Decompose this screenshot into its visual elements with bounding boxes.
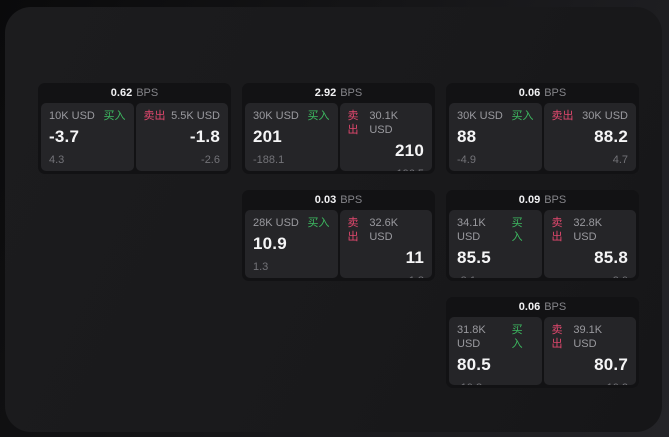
sell-panel[interactable]: 卖出 30K USD 88.2 4.7 [543, 103, 636, 171]
buy-side-label: 买入 [103, 110, 126, 122]
buy-amount: 34.1K USD [457, 217, 486, 243]
quote-card[interactable]: 0.62 BPS 10K USD 买入 -3.7 4.3 卖出 5.5K USD… [38, 83, 231, 174]
sell-side-label: 卖出 [347, 217, 359, 243]
buy-amount: 30K USD [253, 110, 299, 122]
buy-delta: 4.3 [49, 154, 65, 166]
buy-panel[interactable]: 30K USD 买入 201 -188.1 [245, 103, 338, 171]
bps-unit-label: BPS [544, 87, 567, 99]
sell-delta: -2.6 [201, 154, 220, 166]
sell-amount: 5.5K USD [171, 110, 220, 122]
sell-side-label: 卖出 [551, 110, 574, 122]
bps-value: 0.09 [518, 194, 541, 206]
sell-amount: 32.8K USD [573, 217, 603, 243]
buy-delta: -4.9 [457, 154, 476, 166]
sell-price: 210 [395, 141, 424, 160]
sell-side-label: 卖出 [551, 217, 563, 243]
sell-panel[interactable]: 卖出 30.1K USD 210 196.5 [339, 103, 432, 171]
quote-card[interactable]: 2.92 BPS 30K USD 买入 201 -188.1 卖出 30.1K … [242, 83, 435, 174]
sell-panel[interactable]: 卖出 5.5K USD -1.8 -2.6 [135, 103, 228, 171]
buy-panel[interactable]: 28K USD 买入 10.9 1.3 [245, 210, 338, 278]
buy-panel[interactable]: 34.1K USD 买入 85.5 -3.1 [449, 210, 542, 278]
bps-unit-label: BPS [136, 87, 159, 99]
bps-unit-label: BPS [544, 194, 567, 206]
sell-side-label: 卖出 [347, 110, 359, 136]
sell-amount: 32.6K USD [369, 217, 399, 243]
bps-value: 2.92 [314, 87, 337, 99]
buy-amount: 10K USD [49, 110, 95, 122]
sell-price: 11 [405, 248, 424, 267]
buy-amount: 30K USD [457, 110, 503, 122]
sell-amount: 30K USD [582, 110, 628, 122]
card-header: 0.06 BPS [449, 297, 636, 317]
buy-price: 201 [253, 127, 282, 146]
sell-delta: 196.5 [348, 168, 424, 171]
buy-amount: 31.8K USD [457, 324, 486, 350]
sell-panel[interactable]: 卖出 39.1K USD 80.7 10.2 [543, 317, 636, 385]
sell-price: 88.2 [594, 127, 628, 146]
quote-card[interactable]: 0.03 BPS 28K USD 买入 10.9 1.3 卖出 32.6K US… [242, 190, 435, 281]
sell-side-label: 卖出 [143, 110, 166, 122]
buy-side-label: 买入 [511, 217, 523, 243]
buy-price: 85.5 [457, 248, 491, 267]
card-header: 0.09 BPS [449, 190, 636, 210]
quote-card[interactable]: 0.09 BPS 34.1K USD 买入 85.5 -3.1 卖出 32.8K… [446, 190, 639, 281]
buy-panel[interactable]: 31.8K USD 买入 80.5 -10.8 [449, 317, 542, 385]
buy-side-label: 买入 [307, 110, 330, 122]
buy-side-label: 买入 [307, 217, 330, 229]
sell-delta: 4.7 [612, 154, 628, 166]
sell-panel[interactable]: 卖出 32.6K USD 11 -1.8 [339, 210, 432, 278]
buy-delta: -188.1 [253, 154, 285, 166]
buy-side-label: 买入 [511, 324, 523, 350]
bps-value: 0.06 [518, 301, 541, 313]
buy-price: 88 [457, 127, 477, 146]
sell-delta: 10.2 [552, 382, 628, 385]
buy-price: -3.7 [49, 127, 80, 146]
buy-amount: 28K USD [253, 217, 299, 229]
sell-price: -1.8 [189, 127, 220, 146]
buy-delta: -3.1 [457, 275, 534, 278]
bps-value: 0.06 [518, 87, 541, 99]
quote-card[interactable]: 0.06 BPS 31.8K USD 买入 80.5 -10.8 卖出 39.1… [446, 297, 639, 388]
quote-card[interactable]: 0.06 BPS 30K USD 买入 88 -4.9 卖出 30K USD 8… [446, 83, 639, 174]
sell-price: 85.8 [594, 248, 628, 267]
bps-unit-label: BPS [340, 87, 363, 99]
bps-unit-label: BPS [340, 194, 363, 206]
buy-panel[interactable]: 30K USD 买入 88 -4.9 [449, 103, 542, 171]
sell-delta: -1.8 [348, 275, 424, 278]
sell-delta: 3.0 [552, 275, 628, 278]
card-header: 0.03 BPS [245, 190, 432, 210]
card-header: 0.06 BPS [449, 83, 636, 103]
buy-side-label: 买入 [511, 110, 534, 122]
sell-panel[interactable]: 卖出 32.8K USD 85.8 3.0 [543, 210, 636, 278]
buy-price: 80.5 [457, 355, 491, 374]
card-header: 0.62 BPS [41, 83, 228, 103]
buy-delta: -10.8 [457, 382, 534, 385]
buy-panel[interactable]: 10K USD 买入 -3.7 4.3 [41, 103, 134, 171]
buy-price: 10.9 [253, 234, 287, 253]
card-header: 2.92 BPS [245, 83, 432, 103]
sell-amount: 30.1K USD [369, 110, 399, 136]
bps-value: 0.03 [314, 194, 337, 206]
sell-side-label: 卖出 [551, 324, 563, 350]
bps-value: 0.62 [110, 87, 133, 99]
sell-amount: 39.1K USD [573, 324, 603, 350]
bps-unit-label: BPS [544, 301, 567, 313]
sell-price: 80.7 [594, 355, 628, 374]
buy-delta: 1.3 [253, 261, 269, 273]
